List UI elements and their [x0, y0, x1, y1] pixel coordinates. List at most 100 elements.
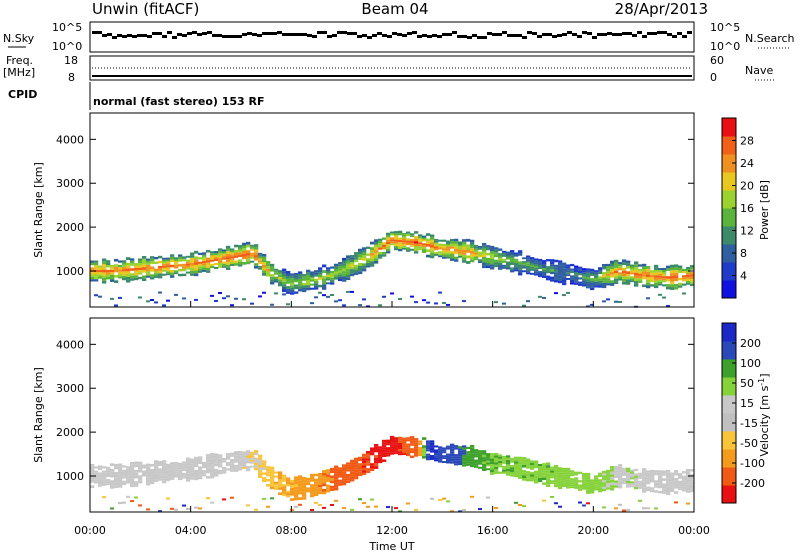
- heatmap-cell: [258, 467, 263, 471]
- heatmap-cell: [622, 473, 627, 476]
- heatmap-cell: [174, 469, 179, 472]
- speckle-cell: [626, 509, 630, 512]
- speckle-cell: [286, 303, 290, 306]
- heatmap-cell: [418, 246, 423, 249]
- heatmap-cell: [638, 476, 643, 479]
- heatmap-cell: [186, 267, 191, 270]
- nsky-segment: [402, 34, 407, 37]
- heatmap-cell: [250, 244, 255, 247]
- heatmap-cell: [334, 479, 339, 483]
- heatmap-cell: [362, 453, 367, 457]
- heatmap-cell: [258, 472, 263, 476]
- heatmap-cell: [502, 254, 507, 257]
- heatmap-cell: [498, 458, 503, 461]
- heatmap-cell: [494, 249, 499, 253]
- heatmap-cell: [502, 250, 507, 253]
- heatmap-cell: [246, 261, 251, 265]
- heatmap-cell: [674, 286, 679, 290]
- heatmap-cell: [310, 275, 315, 278]
- heatmap-cell: [650, 277, 655, 280]
- colorbar-tick-label: 20: [740, 180, 754, 193]
- heatmap-cell: [690, 283, 695, 287]
- heatmap-cell: [174, 270, 179, 273]
- heatmap-cell: [518, 473, 523, 477]
- heatmap-cell: [674, 485, 679, 489]
- heatmap-cell: [618, 268, 623, 271]
- heatmap-cell: [350, 469, 355, 472]
- heatmap-cell: [206, 456, 211, 460]
- heatmap-cell: [454, 243, 459, 247]
- heatmap-cell: [266, 471, 271, 474]
- speckle-cell: [662, 296, 666, 299]
- speckle-cell: [638, 499, 642, 502]
- nsky-segment: [157, 32, 162, 35]
- heatmap-cell: [490, 261, 495, 265]
- heatmap-cell: [146, 260, 151, 263]
- heatmap-cell: [342, 475, 347, 479]
- heatmap-cell: [354, 254, 359, 258]
- heatmap-cell: [454, 460, 459, 464]
- heatmap-cell: [258, 265, 263, 268]
- heatmap-cell: [622, 467, 627, 470]
- colorbar-segment: [722, 172, 736, 191]
- heatmap-cell: [542, 262, 547, 265]
- heatmap-cell: [574, 282, 579, 285]
- heatmap-cell: [478, 460, 483, 463]
- heatmap-cell: [418, 238, 423, 241]
- heatmap-cell: [630, 270, 635, 273]
- heatmap-cell: [326, 489, 331, 493]
- heatmap-cell: [650, 489, 655, 493]
- nsky-segment: [307, 34, 312, 37]
- heatmap-cell: [250, 455, 255, 458]
- heatmap-cell: [170, 256, 175, 260]
- heatmap-cell: [462, 445, 467, 448]
- heatmap-cell: [554, 277, 559, 280]
- heatmap-cell: [646, 266, 651, 269]
- heatmap-cell: [198, 471, 203, 475]
- heatmap-cell: [554, 279, 559, 283]
- heatmap-cell: [478, 253, 483, 256]
- heatmap-cell: [226, 251, 231, 254]
- heatmap-cell: [366, 460, 371, 464]
- heatmap-cell: [326, 474, 331, 477]
- speckle-cell: [114, 304, 118, 307]
- heatmap-cell: [542, 265, 547, 268]
- heatmap-cell: [322, 270, 327, 273]
- heatmap-cell: [670, 474, 675, 477]
- heatmap-cell: [478, 259, 483, 262]
- heatmap-cell: [98, 274, 103, 277]
- heatmap-cell: [306, 487, 311, 490]
- heatmap-cell: [622, 480, 627, 483]
- heatmap-cell: [190, 468, 195, 471]
- heatmap-cell: [150, 258, 155, 262]
- heatmap-cell: [234, 260, 239, 264]
- heatmap-cell: [618, 274, 623, 277]
- heatmap-cell: [494, 457, 499, 460]
- heatmap-cell: [166, 263, 171, 266]
- heatmap-cell: [130, 268, 135, 271]
- heatmap-cell: [314, 491, 319, 494]
- heatmap-cell: [358, 265, 363, 269]
- heatmap-cell: [554, 474, 559, 478]
- heatmap-cell: [198, 270, 203, 273]
- nsky-segment: [587, 32, 592, 35]
- heatmap-cell: [250, 459, 255, 462]
- heatmap-cell: [226, 259, 231, 262]
- speckle-cell: [562, 294, 566, 297]
- heatmap-cell: [218, 265, 223, 268]
- heatmap-cell: [126, 274, 131, 277]
- heatmap-cell: [114, 466, 119, 470]
- heatmap-cell: [310, 277, 315, 280]
- speckle-cell: [170, 507, 174, 510]
- heatmap-cell: [326, 271, 331, 273]
- heatmap-cell: [590, 273, 595, 276]
- heatmap-cell: [134, 272, 139, 276]
- heatmap-cell: [262, 462, 267, 466]
- speckle-cell: [246, 504, 250, 507]
- heatmap-cell: [570, 470, 575, 473]
- heatmap-cell: [342, 265, 347, 269]
- heatmap-cell: [642, 274, 647, 277]
- heatmap-cell: [238, 466, 243, 469]
- heatmap-cell: [278, 479, 283, 482]
- heatmap-cell: [494, 466, 499, 470]
